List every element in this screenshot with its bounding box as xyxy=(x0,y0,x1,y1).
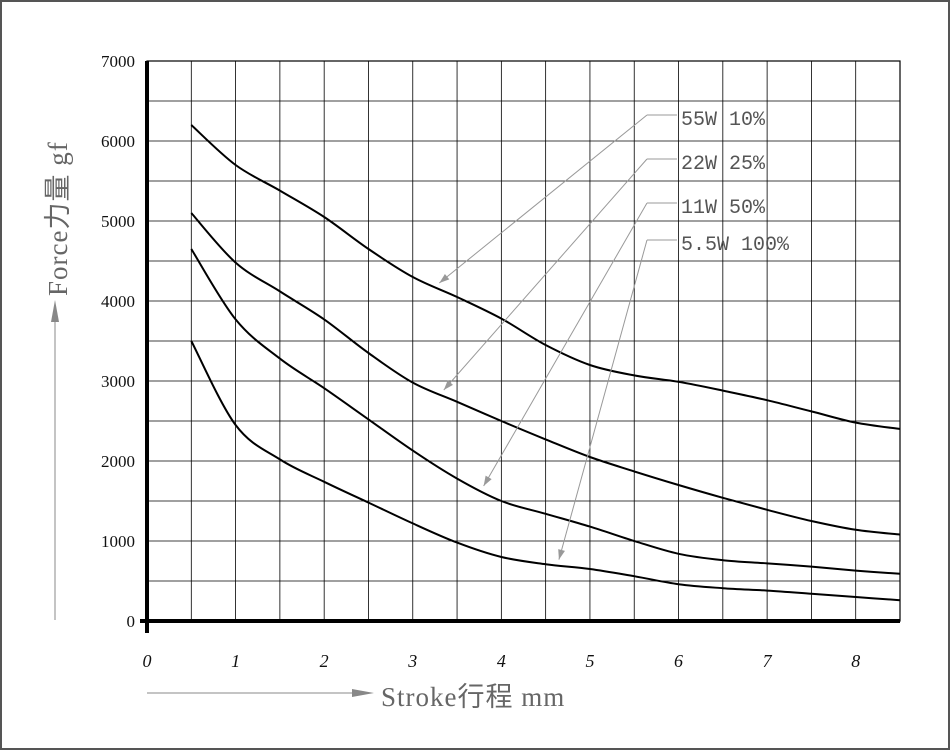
y-tick-label: 3000 xyxy=(101,372,135,391)
x-tick-label: 8 xyxy=(851,651,860,671)
x-axis-title-arrowhead xyxy=(352,689,374,697)
x-tick-label: 6 xyxy=(674,651,683,671)
y-tick-label: 2000 xyxy=(101,452,135,471)
x-tick-label: 5 xyxy=(585,651,594,671)
legend-arrowhead xyxy=(558,549,565,560)
x-tick-label: 7 xyxy=(763,651,773,671)
legend-label: 55W 10% xyxy=(681,109,766,132)
legend-label: 22W 25% xyxy=(681,153,766,176)
y-axis-title-arrowhead xyxy=(51,300,59,322)
y-axis-title: Force力量 gf xyxy=(43,141,73,296)
legend-leader-line xyxy=(483,202,648,487)
x-tick-label: 0 xyxy=(143,651,152,671)
legend-label: 11W 50% xyxy=(681,197,766,220)
y-tick-label: 4000 xyxy=(101,292,135,311)
series-22w-25-line xyxy=(190,212,901,536)
x-axis-title-group: Stroke行程 mm xyxy=(147,682,565,712)
series-5-5w-100-line xyxy=(190,340,901,602)
series-group xyxy=(190,124,901,602)
legend-arrowhead xyxy=(483,475,492,487)
legend-leader-line xyxy=(443,158,648,391)
x-tick-label: 3 xyxy=(407,651,417,671)
series-11w-50-line xyxy=(190,248,901,575)
y-tick-label: 7000 xyxy=(101,52,135,71)
x-axis-title: Stroke行程 mm xyxy=(381,682,565,712)
legend-leader-line xyxy=(439,114,648,284)
y-tick-label: 5000 xyxy=(101,212,135,231)
x-tick-labels: 0 1 2 3 4 5 6 7 8 xyxy=(143,651,861,671)
legend: 55W 10% 22W 25% 11W 50% 5.5W 100% xyxy=(439,109,790,560)
x-tick-label: 2 xyxy=(320,651,329,671)
y-tick-label: 1000 xyxy=(101,532,135,551)
y-tick-label: 0 xyxy=(127,612,136,631)
x-tick-label: 4 xyxy=(497,651,506,671)
legend-label: 5.5W 100% xyxy=(681,234,790,257)
series-55w-10-line xyxy=(190,124,901,430)
legend-arrowhead xyxy=(443,380,454,391)
y-axis-title-group: Force力量 gf xyxy=(43,141,73,620)
grid xyxy=(147,61,900,621)
legend-leader-line xyxy=(558,239,648,560)
x-tick-label: 1 xyxy=(231,651,240,671)
y-tick-label: 6000 xyxy=(101,132,135,151)
legend-arrowhead xyxy=(439,273,450,283)
y-tick-labels: 0 1000 2000 3000 4000 5000 6000 7000 xyxy=(101,52,135,631)
